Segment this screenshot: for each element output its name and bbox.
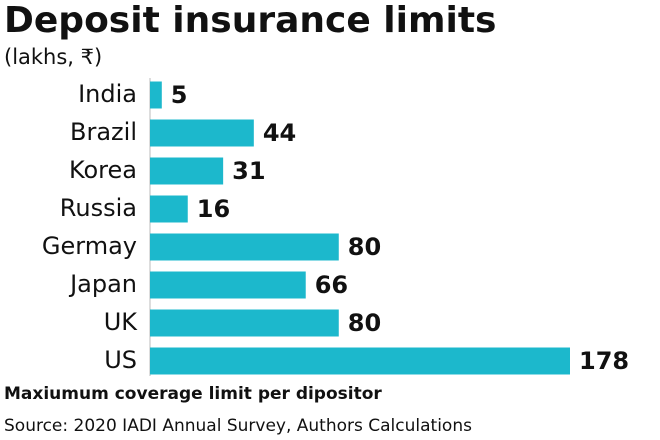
category-label: Korea bbox=[69, 156, 137, 184]
chart-subtitle: (lakhs, ₹) bbox=[4, 45, 102, 69]
bar bbox=[150, 81, 162, 109]
bar bbox=[150, 157, 224, 185]
value-label: 66 bbox=[315, 271, 348, 299]
value-label: 80 bbox=[348, 309, 381, 337]
value-label: 44 bbox=[263, 119, 296, 147]
bar bbox=[150, 309, 339, 337]
bar bbox=[150, 119, 254, 147]
value-label: 178 bbox=[579, 347, 629, 375]
value-label: 5 bbox=[171, 81, 188, 109]
chart-title: Deposit insurance limits bbox=[4, 0, 496, 41]
bar bbox=[150, 195, 188, 223]
bar bbox=[150, 271, 306, 299]
source: Source: 2020 IADI Annual Survey, Authors… bbox=[4, 416, 472, 436]
category-label: Brazil bbox=[70, 118, 137, 146]
category-label: Germay bbox=[42, 232, 137, 260]
category-label: India bbox=[78, 80, 137, 108]
value-label: 80 bbox=[348, 233, 381, 261]
category-label: Japan bbox=[68, 270, 137, 298]
bar bbox=[150, 347, 570, 375]
category-label: US bbox=[104, 346, 137, 374]
footnote: Maxiumum coverage limit per dipositor bbox=[4, 384, 382, 404]
category-label: Russia bbox=[60, 194, 137, 222]
category-label: UK bbox=[104, 308, 139, 336]
bar bbox=[150, 233, 339, 261]
value-label: 16 bbox=[197, 195, 230, 223]
value-label: 31 bbox=[232, 157, 265, 185]
